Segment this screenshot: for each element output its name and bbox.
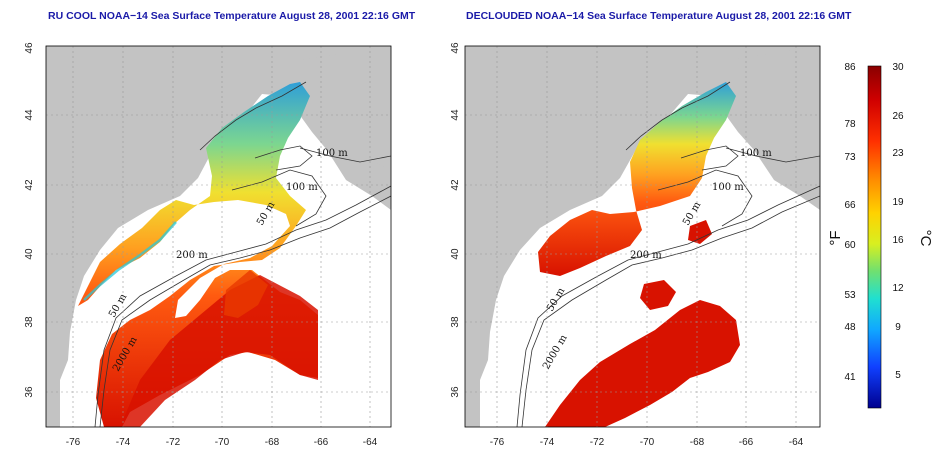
right-bathymetry-contours	[516, 81, 820, 427]
right-map-panel: 100 m 100 m 50 m 200 m 50 m 2000 m 36 38…	[450, 42, 821, 448]
left-map-frame	[45, 45, 392, 428]
lat-tick-label: 40	[24, 248, 35, 260]
right-contour-label: 100 m	[740, 148, 772, 159]
right-grid-lines	[465, 46, 820, 427]
left-bathymetry-contours	[94, 81, 391, 427]
right-warm-patch	[640, 280, 676, 310]
lat-tick-label: 46	[450, 42, 461, 54]
lat-tick-label: 38	[450, 316, 461, 328]
fahrenheit-label: 66	[844, 200, 856, 211]
right-warm-patch	[688, 220, 712, 244]
lat-tick-label: 38	[24, 316, 35, 328]
colorbar-gradient	[867, 65, 882, 409]
left-coastal-cool-edge	[83, 221, 177, 301]
celsius-label: 16	[892, 235, 904, 246]
lon-tick-label: -70	[640, 437, 655, 448]
right-contour-label: 200 m	[630, 250, 662, 261]
left-land-mass	[46, 46, 391, 427]
colorbar: 86 78 73 66 60 53 48 41 30 26 23 19 16 1…	[827, 62, 934, 409]
lon-tick-label: -66	[739, 437, 754, 448]
lat-tick-label: 44	[450, 109, 461, 121]
fahrenheit-label: 53	[844, 290, 856, 301]
lat-tick-label: 42	[24, 179, 35, 191]
fahrenheit-label: 48	[844, 322, 856, 333]
right-map-frame	[464, 45, 821, 428]
right-land-mass	[465, 46, 820, 427]
celsius-unit: °C	[917, 230, 934, 247]
left-warm-slope-filament	[224, 270, 268, 318]
fahrenheit-label: 86	[844, 62, 856, 73]
lat-tick-label: 44	[24, 109, 35, 121]
right-nova-scotia	[726, 46, 820, 170]
lon-tick-label: -70	[215, 437, 230, 448]
lon-tick-label: -76	[490, 437, 505, 448]
lat-tick-label: 42	[450, 179, 461, 191]
left-longitude-ticks: -76 -74 -72 -70 -68 -66 -64	[66, 437, 378, 448]
celsius-label: 9	[895, 322, 901, 333]
left-panel-title: RU COOL NOAA−14 Sea Surface Temperature …	[48, 10, 416, 22]
celsius-label: 12	[892, 283, 904, 294]
left-nova-scotia	[300, 46, 391, 170]
celsius-label: 26	[892, 111, 904, 122]
left-contour-label: 100 m	[316, 148, 348, 159]
right-sst-field	[538, 82, 736, 276]
lon-tick-label: -74	[116, 437, 131, 448]
fahrenheit-label: 41	[844, 372, 856, 383]
fahrenheit-unit: °F	[827, 230, 844, 245]
celsius-label: 19	[892, 197, 904, 208]
left-gulf-stream-warm	[120, 275, 318, 427]
lat-tick-label: 40	[450, 248, 461, 260]
right-longitude-ticks: -76 -74 -72 -70 -68 -66 -64	[490, 437, 804, 448]
lat-tick-label: 46	[24, 42, 35, 54]
celsius-label: 30	[892, 62, 904, 73]
lon-tick-label: -76	[66, 437, 81, 448]
celsius-scale: 30 26 23 19 16 12 9 5	[892, 62, 904, 381]
lon-tick-label: -68	[690, 437, 705, 448]
lat-tick-label: 36	[450, 386, 461, 398]
lon-tick-label: -72	[590, 437, 605, 448]
celsius-label: 5	[895, 370, 901, 381]
fahrenheit-label: 73	[844, 152, 856, 163]
left-contour-label: 100 m	[286, 182, 318, 193]
left-contour-label: 200 m	[176, 250, 208, 261]
fahrenheit-scale: 86 78 73 66 60 53 48 41	[844, 62, 856, 383]
celsius-label: 23	[892, 148, 904, 159]
right-contour-label: 100 m	[712, 182, 744, 193]
right-latitude-ticks: 36 38 40 42 44 46	[450, 42, 461, 398]
lon-tick-label: -68	[265, 437, 280, 448]
lon-tick-label: -64	[363, 437, 378, 448]
lon-tick-label: -74	[540, 437, 555, 448]
lon-tick-label: -64	[789, 437, 804, 448]
left-grid-lines	[46, 46, 391, 427]
lon-tick-label: -66	[314, 437, 329, 448]
left-map-panel: 100 m 100 m 50 m 200 m 50 m 2000 m 36 38…	[24, 42, 392, 448]
lon-tick-label: -72	[166, 437, 181, 448]
right-panel-title: DECLOUDED NOAA−14 Sea Surface Temperatur…	[466, 10, 852, 22]
lat-tick-label: 36	[24, 386, 35, 398]
fahrenheit-label: 78	[844, 119, 856, 130]
left-latitude-ticks: 36 38 40 42 44 46	[24, 42, 35, 398]
right-gulf-stream-warm	[545, 300, 740, 427]
fahrenheit-label: 60	[844, 240, 856, 251]
